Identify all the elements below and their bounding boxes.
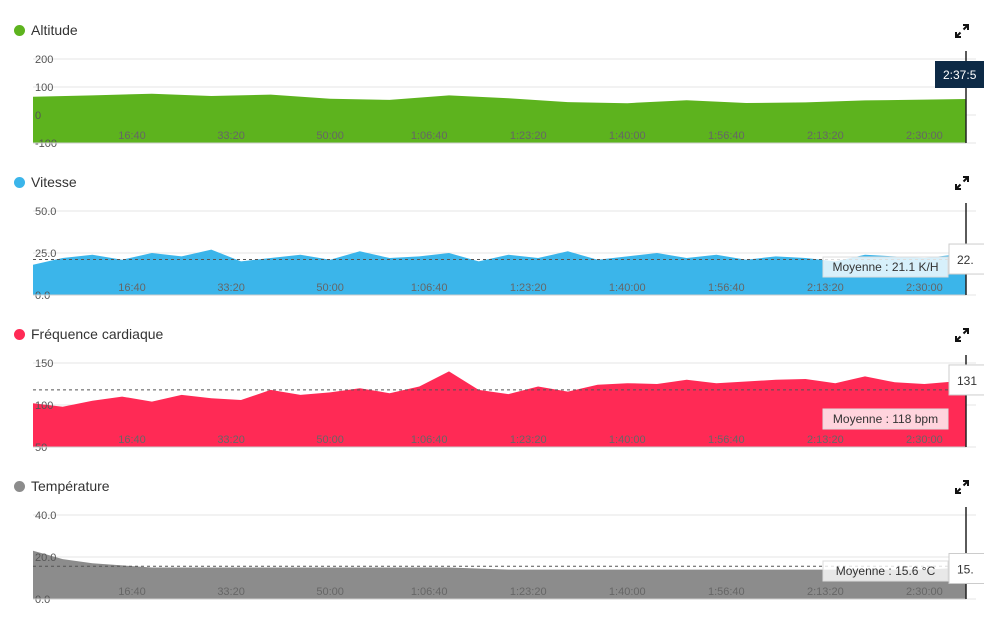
x-tick-label: 16:40 — [118, 586, 146, 598]
average-label: Moyenne : 21.1 K/H — [832, 260, 938, 274]
series-area — [33, 371, 966, 447]
x-tick-label: 33:20 — [217, 282, 245, 294]
expand-icon[interactable] — [955, 24, 969, 38]
average-badge — [822, 256, 949, 278]
x-tick-label: 1:40:00 — [609, 434, 646, 446]
x-tick-label: 33:20 — [217, 586, 245, 598]
heart-rate-panel: Fréquence cardiaque 150 100 50 16:40 33:20 50… — [0, 304, 984, 456]
cursor-time: 2:37:5 — [943, 68, 977, 82]
x-tick-label: 50:00 — [316, 434, 344, 446]
x-tick-label: 2:13:20 — [807, 282, 844, 294]
speed-chart: 50.0 25.0 0.0 16:40 33:20 50:00 1:06:40 1:23:20… — [33, 203, 984, 302]
panel-title: Vitesse — [14, 174, 77, 190]
x-tick-label: 1:56:40 — [708, 130, 745, 142]
x-tick-label: 1:06:40 — [411, 282, 448, 294]
y-tick-label: 40.0 — [35, 510, 56, 522]
y-tick-label: 50 — [35, 442, 47, 454]
cursor-value-tag — [948, 243, 984, 275]
x-tick-label: 1:40:00 — [609, 586, 646, 598]
y-tick-label: 0.0 — [35, 594, 50, 606]
x-tick-label: 2:13:20 — [807, 434, 844, 446]
y-tick-label: 200 — [35, 54, 53, 66]
panel-title: Altitude — [14, 22, 78, 38]
x-tick-label: 2:13:20 — [807, 586, 844, 598]
cursor-value-tag — [948, 364, 984, 396]
y-tick-label: 100 — [35, 82, 53, 94]
average-badge — [822, 560, 949, 582]
series-area — [33, 249, 966, 295]
series-color-dot — [14, 24, 25, 36]
y-tick-label: -100 — [35, 138, 57, 150]
cursor-value: 22. — [957, 253, 974, 267]
cursor-value: 15. — [957, 563, 974, 577]
x-tick-label: 2:30:00 — [906, 282, 943, 294]
x-tick-label: 1:40:00 — [609, 282, 646, 294]
series-color-dot — [14, 480, 25, 492]
y-tick-label: 0.0 — [35, 290, 50, 302]
x-tick-label: 50:00 — [316, 282, 344, 294]
panel-title-label: Température — [31, 478, 110, 494]
x-tick-label: 2:30:00 — [906, 130, 943, 142]
x-tick-label: 1:23:20 — [510, 130, 547, 142]
panel-title-label: Vitesse — [31, 174, 77, 190]
x-tick-label: 1:23:20 — [510, 282, 547, 294]
x-tick-label: 2:30:00 — [906, 586, 943, 598]
series-area — [33, 93, 966, 143]
expand-icon[interactable] — [955, 176, 969, 190]
y-tick-label: 100 — [35, 400, 53, 412]
x-tick-label: 1:56:40 — [708, 586, 745, 598]
average-label: Moyenne : 118 bpm — [833, 412, 938, 426]
x-tick-label: 2:30:00 — [906, 434, 943, 446]
x-tick-label: 16:40 — [118, 434, 146, 446]
y-tick-label: 25.0 — [35, 248, 56, 260]
temperature-panel: Température 40.0 20.0 0.0 16:40 33:20 50:00 1:… — [0, 456, 984, 608]
x-tick-label: 1:06:40 — [411, 586, 448, 598]
series-color-dot — [14, 328, 25, 340]
series-color-dot — [14, 176, 25, 188]
panel-title-label: Altitude — [31, 22, 78, 38]
cursor-value-tag — [948, 553, 984, 584]
y-tick-label: 20.0 — [35, 552, 56, 564]
x-tick-label: 33:20 — [217, 434, 245, 446]
x-tick-label: 16:40 — [118, 130, 146, 142]
average-badge — [822, 408, 949, 430]
x-tick-label: 1:56:40 — [708, 282, 745, 294]
panel-title: Fréquence cardiaque — [14, 326, 163, 342]
x-tick-label: 1:40:00 — [609, 130, 646, 142]
y-tick-label: 0 — [35, 110, 41, 122]
x-tick-label: 1:23:20 — [510, 434, 547, 446]
cursor-time-tag — [935, 61, 984, 88]
x-tick-label: 33:20 — [217, 130, 245, 142]
x-tick-label: 1:56:40 — [708, 434, 745, 446]
x-tick-label: 1:23:20 — [510, 586, 547, 598]
y-tick-label: 150 — [35, 358, 53, 370]
y-tick-label: 50.0 — [35, 206, 56, 218]
altitude-panel: Altitude 200 100 0 -100 16:40 33:20 50:00 1:06:… — [0, 0, 984, 152]
speed-panel: Vitesse 50.0 25.0 0.0 16:40 33:20 50:00 1:06:4… — [0, 152, 984, 304]
x-tick-label: 50:00 — [316, 130, 344, 142]
average-label: Moyenne : 15.6 °C — [836, 564, 936, 578]
expand-icon[interactable] — [955, 328, 969, 342]
x-tick-label: 16:40 — [118, 282, 146, 294]
series-area — [33, 550, 966, 599]
altitude-chart: 200 100 0 -100 16:40 33:20 50:00 1:06:40 1:23:20… — [33, 51, 984, 150]
panel-title-label: Fréquence cardiaque — [31, 326, 164, 342]
x-tick-label: 2:13:20 — [807, 130, 844, 142]
temperature-chart: 40.0 20.0 0.0 16:40 33:20 50:00 1:06:40 1:23:20… — [33, 507, 984, 606]
panel-title: Température — [14, 478, 110, 494]
expand-icon[interactable] — [955, 480, 969, 494]
x-tick-label: 1:06:40 — [411, 130, 448, 142]
cursor-value: 131 — [957, 374, 977, 388]
x-tick-label: 50:00 — [316, 586, 344, 598]
x-tick-label: 1:06:40 — [411, 434, 448, 446]
heart-rate-chart: 150 100 50 16:40 33:20 50:00 1:06:40 1:23:20 1:4… — [33, 355, 984, 454]
